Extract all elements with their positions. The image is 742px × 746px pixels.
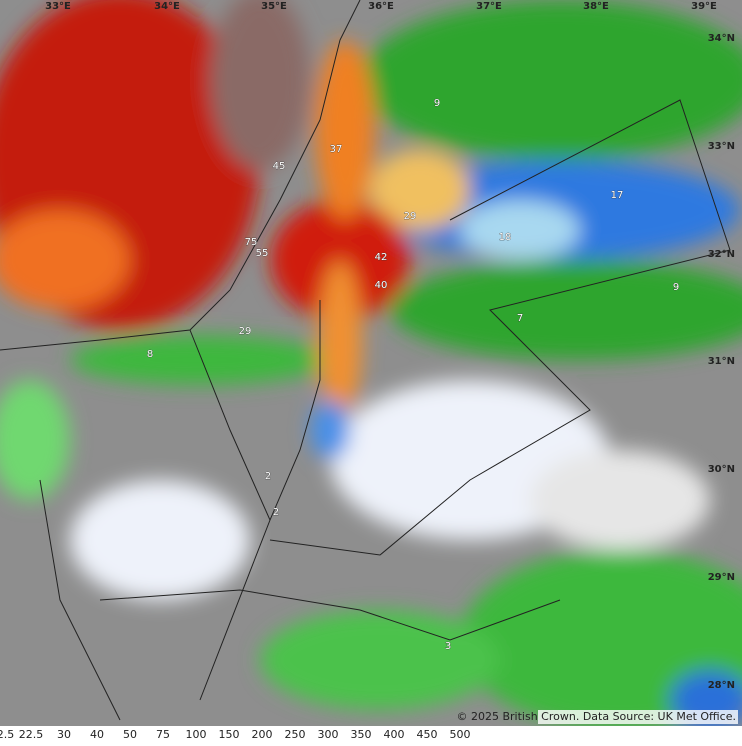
latitude-label: 33°N xyxy=(708,141,735,152)
latitude-label: 31°N xyxy=(708,356,735,367)
map-value: 17 xyxy=(611,190,624,201)
colorbar-label: 450 xyxy=(417,728,438,741)
latitude-label: 30°N xyxy=(708,464,735,475)
colorbar-label: 40 xyxy=(90,728,104,741)
colorbar-label: 50 xyxy=(123,728,137,741)
latitude-label: 29°N xyxy=(708,572,735,583)
borders xyxy=(0,0,731,721)
map-value: 42 xyxy=(375,252,388,263)
map-value: 29 xyxy=(404,211,417,222)
colorbar-label: 100 xyxy=(186,728,207,741)
colorbar-label: 30 xyxy=(57,728,71,741)
colorbar-label: 200 xyxy=(252,728,273,741)
credit-box xyxy=(538,710,738,724)
colorbar-label: 150 xyxy=(219,728,240,741)
longitude-label: 34°E xyxy=(154,1,180,12)
colorbar-label: 350 xyxy=(351,728,372,741)
colorbar-label: 300 xyxy=(318,728,339,741)
precipitation-field xyxy=(0,0,742,730)
map-value: 3 xyxy=(445,641,451,652)
map-value: 18 xyxy=(499,232,512,243)
map-value: 9 xyxy=(434,98,440,109)
latitude-label: 32°N xyxy=(708,249,735,260)
longitude-label: 33°E xyxy=(45,1,71,12)
colorbar-label: 75 xyxy=(156,728,170,741)
map-value: 55 xyxy=(256,248,269,259)
colorbar-label: 22.5 xyxy=(19,728,44,741)
map-value: 75 xyxy=(245,237,258,248)
latitude-label: 34°N xyxy=(708,33,735,44)
latitude-label: 28°N xyxy=(708,680,735,691)
longitude-label: 37°E xyxy=(476,1,502,12)
map-value: 7 xyxy=(517,313,523,324)
longitude-label: 39°E xyxy=(691,1,717,12)
credit: © 2025 British Crown. Data Source: UK Me… xyxy=(456,710,736,723)
map-value: 37 xyxy=(330,144,343,155)
map-value: 29 xyxy=(239,326,252,337)
map-value: 8 xyxy=(147,349,153,360)
colorbar-label: 250 xyxy=(285,728,306,741)
longitude-label: 35°E xyxy=(261,1,287,12)
longitude-label: 38°E xyxy=(583,1,609,12)
colorbar-strip xyxy=(0,726,742,742)
map-value: 40 xyxy=(375,280,388,291)
colorbar-label: 12.5 xyxy=(0,728,14,741)
map-value: 2 xyxy=(273,507,279,518)
longitude-label: 36°E xyxy=(368,1,394,12)
map-value: 45 xyxy=(273,161,286,172)
map-value: 2 xyxy=(265,471,271,482)
colorbar-label: 400 xyxy=(384,728,405,741)
map-value: 9 xyxy=(673,282,679,293)
colorbar-label: 500 xyxy=(450,728,471,741)
